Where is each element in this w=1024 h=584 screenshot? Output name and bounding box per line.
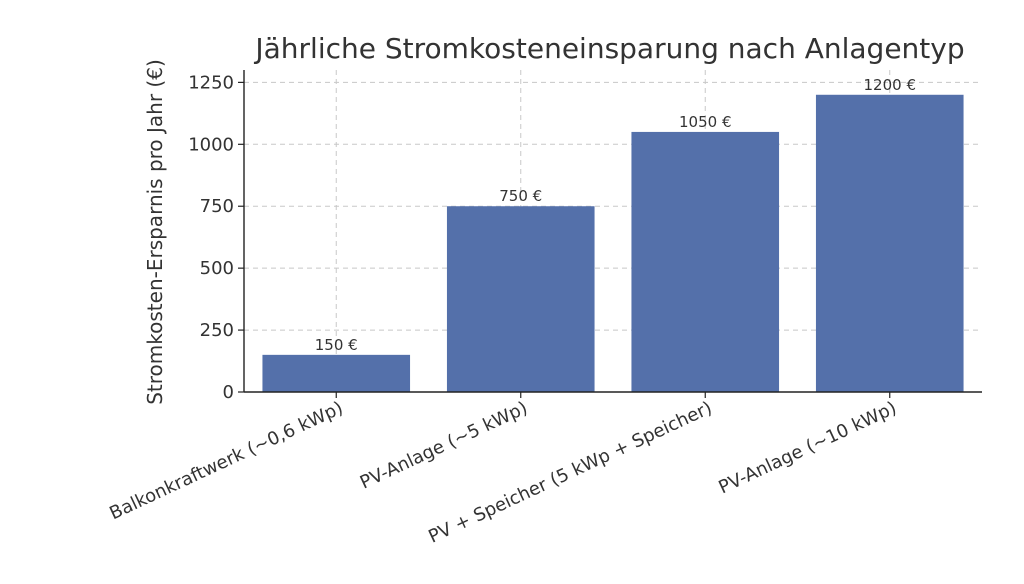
bar-data-label: 750 €: [499, 187, 542, 205]
bars-layer: [262, 94, 964, 393]
bar-data-label: 1200 €: [864, 76, 917, 94]
bar: [815, 94, 964, 393]
y-tick-label: 250: [200, 320, 234, 341]
y-tick-label: 0: [223, 382, 234, 403]
y-tick-label: 750: [200, 196, 234, 217]
bar-data-label: 150 €: [315, 336, 358, 354]
y-axis-label: Stromkosten-Ersparnis pro Jahr (€): [143, 59, 167, 405]
y-tick-label: 1000: [188, 134, 234, 155]
axes-layer: [238, 70, 982, 398]
chart-title: Jährliche Stromkosteneinsparung nach Anl…: [253, 32, 964, 65]
bar: [262, 354, 411, 392]
bar: [446, 206, 595, 392]
bar: [631, 131, 780, 392]
x-tick-label: PV-Anlage (~10 kWp): [716, 397, 900, 498]
x-tick-label: Balkonkraftwerk (~0,6 kWp): [106, 397, 346, 524]
y-tick-label: 500: [200, 258, 234, 279]
bar-data-label: 1050 €: [679, 113, 732, 131]
y-tick-label: 1250: [188, 72, 234, 93]
x-tick-label: PV + Speicher (5 kWp + Speicher): [425, 397, 715, 547]
x-tick-label: PV-Anlage (~5 kWp): [357, 397, 531, 493]
